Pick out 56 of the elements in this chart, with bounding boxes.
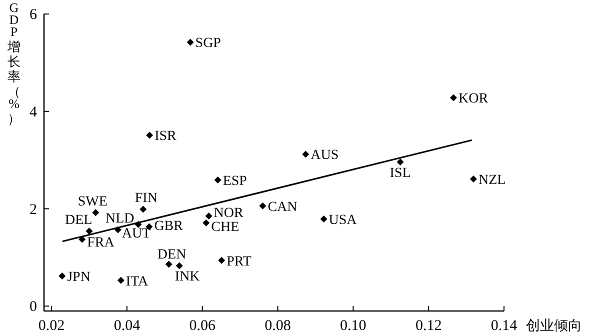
annotation: JPN [67,270,90,285]
x-tick-label: 0.02 [38,318,65,334]
point [117,276,124,284]
x-tick-label: 0.12 [415,318,442,334]
annotation: DEL [65,213,92,228]
annotation: NLD [105,211,134,226]
text: GDP增长率（%） [8,0,20,126]
point [202,219,210,226]
x-tick-label: 0.08 [264,318,291,334]
point [214,176,222,184]
annotation: CAN [268,200,298,215]
annotation: NOR [214,206,244,222]
point [205,212,212,220]
x-axis-title: 创业倾向 [526,318,582,334]
annotation: DEN [157,247,186,262]
point [78,236,86,243]
y-tick-label: 2 [30,202,37,218]
point [165,260,172,268]
x-tick-label: 0.10 [340,318,366,334]
annotation: ISR [154,129,178,144]
point [396,158,404,166]
annotation: INK [174,270,200,285]
annotation: GBR [154,218,184,234]
annotation: FIN [134,191,158,206]
annotation: ITA [126,274,150,290]
annotation: AUT [122,226,152,242]
annotation: AUS [310,148,339,164]
annotation: SGP [195,36,222,52]
y-tick-label: 4 [30,104,38,120]
x-tick-label: 0.14 [490,318,518,334]
annotation: PRT [226,254,252,270]
annotation: KOR [458,92,489,107]
point [146,132,154,139]
x-tick-label: 0.06 [189,318,216,334]
point [259,202,266,210]
point [218,256,226,264]
point [302,150,310,158]
point [450,94,457,102]
y-tick-label: 0 [30,299,37,316]
point [86,228,93,235]
point [140,206,147,213]
annotation: SWE [78,194,108,210]
point [176,262,183,270]
y-tick-label: 6 [30,7,38,23]
annotation: CHE [211,220,240,235]
annotation: USA [328,212,358,228]
annotation: ESP [222,174,248,190]
annotation: NZL [478,173,506,188]
annotation: FRA [87,235,116,250]
annotation: ISL [390,166,411,182]
point [470,176,477,183]
point [58,272,66,280]
point [186,38,194,46]
x-tick-label: 0.04 [114,318,141,334]
point [320,215,328,222]
point [92,209,100,216]
